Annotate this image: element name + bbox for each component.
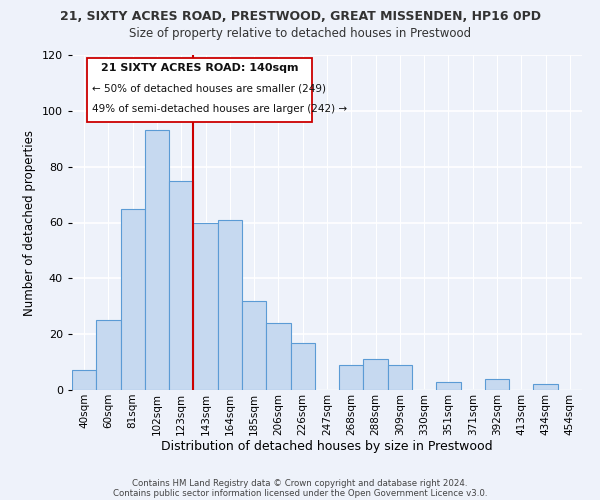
Bar: [169, 180, 193, 390]
Text: Contains HM Land Registry data © Crown copyright and database right 2024.: Contains HM Land Registry data © Crown c…: [132, 478, 468, 488]
Bar: [388, 365, 412, 390]
Bar: [533, 384, 558, 390]
Bar: [242, 300, 266, 390]
Text: 49% of semi-detached houses are larger (242) →: 49% of semi-detached houses are larger (…: [92, 104, 347, 114]
Bar: [96, 320, 121, 390]
Bar: [145, 130, 169, 390]
FancyBboxPatch shape: [88, 58, 312, 122]
Text: 21 SIXTY ACRES ROAD: 140sqm: 21 SIXTY ACRES ROAD: 140sqm: [101, 64, 298, 74]
Bar: [485, 379, 509, 390]
Text: Size of property relative to detached houses in Prestwood: Size of property relative to detached ho…: [129, 28, 471, 40]
Bar: [339, 365, 364, 390]
Text: 21, SIXTY ACRES ROAD, PRESTWOOD, GREAT MISSENDEN, HP16 0PD: 21, SIXTY ACRES ROAD, PRESTWOOD, GREAT M…: [59, 10, 541, 23]
Text: ← 50% of detached houses are smaller (249): ← 50% of detached houses are smaller (24…: [92, 84, 326, 94]
Bar: [364, 360, 388, 390]
Bar: [218, 220, 242, 390]
Bar: [193, 222, 218, 390]
Text: Contains public sector information licensed under the Open Government Licence v3: Contains public sector information licen…: [113, 488, 487, 498]
Bar: [290, 342, 315, 390]
Bar: [121, 208, 145, 390]
Bar: [72, 370, 96, 390]
Y-axis label: Number of detached properties: Number of detached properties: [23, 130, 36, 316]
Bar: [266, 323, 290, 390]
Bar: [436, 382, 461, 390]
X-axis label: Distribution of detached houses by size in Prestwood: Distribution of detached houses by size …: [161, 440, 493, 454]
